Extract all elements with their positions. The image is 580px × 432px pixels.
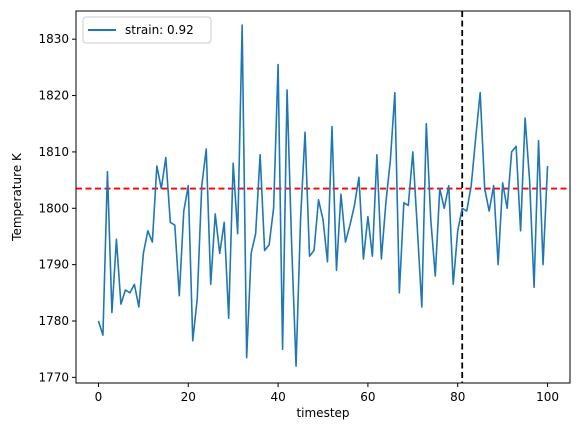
x-tick-label: 100 xyxy=(536,390,559,404)
y-axis-label: Temperature K xyxy=(10,152,24,242)
x-tick-label: 0 xyxy=(95,390,103,404)
y-tick-label: 1800 xyxy=(38,201,69,215)
plot-frame xyxy=(75,10,571,384)
y-tick-label: 1810 xyxy=(38,145,69,159)
x-tick-label: 80 xyxy=(450,390,465,404)
x-axis: 0 20 40 60 80 100 xyxy=(95,383,559,404)
y-tick-label: 1790 xyxy=(38,258,69,272)
y-axis: 1770 1780 1790 1800 1810 1820 1830 xyxy=(38,32,76,384)
y-tick-label: 1830 xyxy=(38,32,69,46)
reference-lines xyxy=(76,11,570,383)
series-layer xyxy=(97,24,549,367)
series-line-0 xyxy=(97,24,549,367)
x-tick-label: 20 xyxy=(181,390,196,404)
y-tick-label: 1820 xyxy=(38,89,69,103)
x-axis-label: timestep xyxy=(296,406,349,420)
y-tick-label: 1770 xyxy=(38,370,69,384)
legend-entry-label: strain: 0.92 xyxy=(125,23,194,37)
x-tick-label: 40 xyxy=(270,390,285,404)
legend: strain: 0.92 xyxy=(82,16,212,44)
x-tick-label: 60 xyxy=(360,390,375,404)
y-tick-label: 1780 xyxy=(38,314,69,328)
legend-box xyxy=(82,16,212,44)
